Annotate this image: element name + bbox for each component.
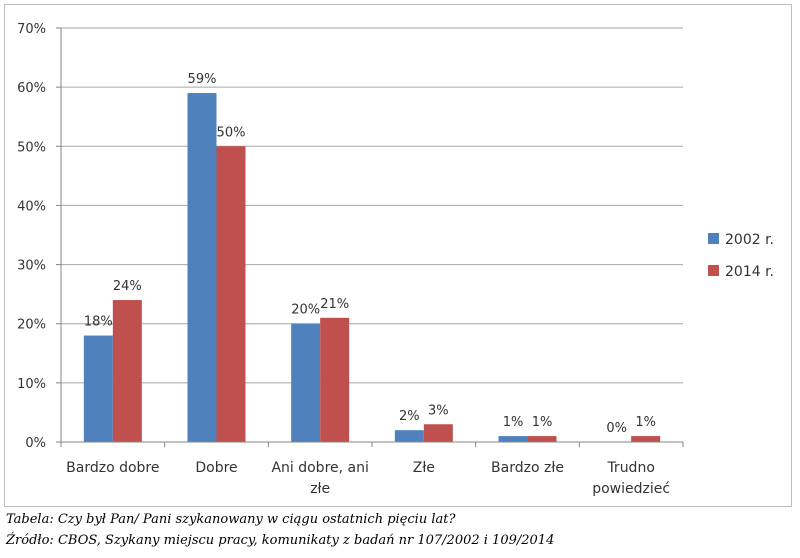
bar-2-1 [112, 300, 142, 442]
bar-2-4 [423, 424, 453, 442]
data-label-2-2: 50% [217, 125, 246, 140]
data-label-2-1: 24% [113, 279, 142, 294]
data-label-1-6: 0% [606, 421, 627, 436]
data-label-1-4: 2% [399, 409, 420, 424]
category-label-3-1: Ani dobre, ani [271, 460, 368, 476]
bar-1-3 [291, 323, 321, 442]
y-tick-label-40: 40% [17, 199, 46, 214]
chart-caption-question: Tabela: Czy był Pan/ Pani szykanowany w … [6, 512, 456, 527]
category-label-5-1: Bardzo złe [491, 460, 564, 476]
y-tick-label-20: 20% [17, 318, 46, 333]
legend-label-1: 2002 r. [725, 232, 774, 248]
y-tick-label-60: 60% [17, 81, 46, 96]
data-label-1-3: 20% [291, 303, 320, 318]
data-label-2-5: 1% [532, 415, 553, 430]
data-label-2-3: 21% [320, 297, 349, 312]
y-tick-label-30: 30% [17, 259, 46, 274]
data-label-2-4: 3% [428, 403, 449, 418]
legend-label-2: 2014 r. [725, 264, 774, 280]
category-label-1-1: Bardzo dobre [66, 460, 159, 476]
bar-1-2 [187, 93, 217, 443]
bar-1-5 [498, 436, 528, 442]
chart-caption-source: Źródło: CBOS, Szykany miejscu pracy, kom… [6, 533, 555, 548]
data-label-2-6: 1% [635, 415, 656, 430]
category-label-4-1: Złe [413, 460, 435, 476]
bar-2-2 [216, 146, 246, 443]
bar-1-4 [394, 430, 424, 442]
bar-1-1 [83, 335, 113, 442]
y-tick-label-70: 70% [17, 22, 46, 37]
data-label-1-1: 18% [84, 315, 113, 330]
data-label-1-5: 1% [503, 415, 524, 430]
y-tick-label-10: 10% [17, 377, 46, 392]
category-label-6-1: Trudno [606, 460, 654, 476]
category-label-3-2: złe [310, 481, 330, 497]
category-label-6-2: powiedzieć [592, 481, 670, 497]
bar-2-3 [320, 317, 350, 442]
legend-swatch-1 [708, 233, 719, 244]
bar-chart: 0% 10% 20% 30% 40% 50% 60% 70% 18% 24% Bardzo dobr… [17, 22, 774, 497]
bar-2-6 [631, 436, 661, 442]
bar-2-5 [527, 436, 557, 442]
y-tick-label-50: 50% [17, 140, 46, 155]
category-label-2-1: Dobre [195, 460, 237, 476]
legend-swatch-2 [708, 265, 719, 276]
y-tick-label-0: 0% [25, 436, 46, 451]
data-label-1-2: 59% [188, 72, 217, 87]
